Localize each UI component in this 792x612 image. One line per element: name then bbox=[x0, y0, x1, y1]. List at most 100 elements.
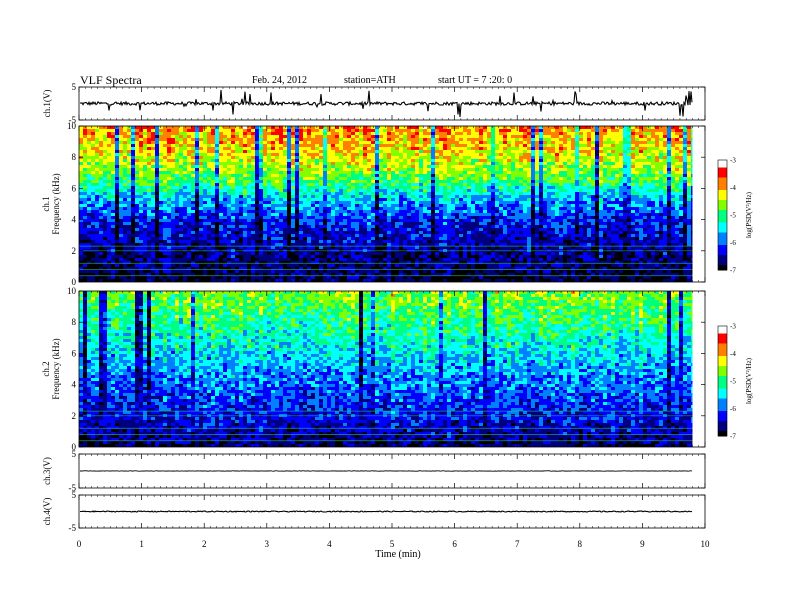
spectrogram-cell bbox=[211, 225, 215, 228]
spectrogram-cell bbox=[395, 147, 399, 150]
spectrogram-cell bbox=[347, 216, 351, 219]
spectrogram-cell bbox=[331, 267, 335, 270]
spectrogram-cell bbox=[323, 258, 327, 261]
spectrogram-cell bbox=[287, 189, 291, 192]
spectrogram-cell bbox=[243, 243, 247, 246]
spectrogram-cell bbox=[167, 273, 171, 276]
spectrogram-cell bbox=[303, 192, 307, 195]
spectrogram-cell bbox=[391, 147, 395, 150]
spectrogram-cell bbox=[231, 198, 235, 201]
spectrogram-cell bbox=[431, 171, 435, 174]
spectrogram-cell bbox=[303, 255, 307, 258]
spectrogram-cell bbox=[383, 183, 387, 186]
spectrogram-cell bbox=[267, 255, 271, 258]
spectrogram-cell bbox=[243, 228, 247, 231]
spectrogram-cell bbox=[159, 174, 163, 177]
spectrogram-cell bbox=[115, 195, 119, 198]
spectrogram-cell bbox=[399, 237, 403, 240]
spectrogram-cell bbox=[171, 192, 175, 195]
spectrogram-cell bbox=[443, 132, 447, 135]
spectrogram-cell bbox=[331, 276, 335, 279]
spectrogram-cell bbox=[191, 267, 195, 270]
spectrogram-cell bbox=[311, 159, 315, 162]
spectrogram-cell bbox=[351, 174, 355, 177]
spectrogram-cell bbox=[375, 177, 379, 180]
spectrogram-cell bbox=[187, 198, 191, 201]
spectrogram-cell bbox=[315, 147, 319, 150]
spectrogram-cell bbox=[423, 243, 427, 246]
spectrogram-cell bbox=[319, 258, 323, 261]
spectrogram-cell bbox=[283, 141, 287, 144]
spectrogram-cell bbox=[255, 216, 259, 219]
spectrogram-cell bbox=[335, 165, 339, 168]
spectrogram-cell bbox=[227, 192, 231, 195]
spectrogram-cell bbox=[283, 264, 287, 267]
spectrogram-cell bbox=[203, 219, 207, 222]
spectrogram-cell bbox=[263, 273, 267, 276]
spectrogram-cell bbox=[79, 228, 83, 231]
spectrogram-cell bbox=[235, 201, 239, 204]
spectrogram-cell bbox=[259, 162, 263, 165]
spectrogram-cell bbox=[347, 180, 351, 183]
spectrogram-cell bbox=[199, 225, 203, 228]
spectrogram-cell bbox=[243, 204, 247, 207]
spectrogram-cell bbox=[275, 237, 279, 240]
spectrogram-cell bbox=[251, 177, 255, 180]
spectrogram-cell bbox=[159, 189, 163, 192]
spectrogram-cell bbox=[335, 201, 339, 204]
spectrogram-cell bbox=[203, 132, 207, 135]
spectrogram-cell bbox=[439, 279, 443, 282]
spectrogram-cell bbox=[399, 192, 403, 195]
spectrogram-cell bbox=[195, 144, 199, 147]
spectrogram-cell bbox=[139, 171, 143, 174]
spectrogram-cell bbox=[203, 174, 207, 177]
spectrogram-cell bbox=[219, 183, 223, 186]
spectrogram-cell bbox=[439, 276, 443, 279]
spectrogram-cell bbox=[419, 174, 423, 177]
spectrogram-cell bbox=[79, 153, 83, 156]
spectrogram-cell bbox=[383, 264, 387, 267]
spectrogram-cell bbox=[383, 171, 387, 174]
spectrogram-cell bbox=[267, 177, 271, 180]
spectrogram-cell bbox=[423, 201, 427, 204]
spectrogram-cell bbox=[439, 126, 443, 129]
spectrogram-cell bbox=[211, 132, 215, 135]
spectrogram-cell bbox=[207, 135, 211, 138]
spectrogram-cell bbox=[175, 234, 179, 237]
spectrogram-cell bbox=[343, 204, 347, 207]
spectrogram-cell bbox=[147, 243, 151, 246]
spectrogram-cell bbox=[371, 210, 375, 213]
spectrogram-cell bbox=[319, 228, 323, 231]
spectrogram-cell bbox=[267, 132, 271, 135]
spectrogram-cell bbox=[151, 168, 155, 171]
spectrogram-cell bbox=[235, 237, 239, 240]
spectrogram-cell bbox=[135, 180, 139, 183]
spectrogram-cell bbox=[391, 219, 395, 222]
spectrogram-cell bbox=[319, 141, 323, 144]
spectrogram-cell bbox=[199, 150, 203, 153]
spectrogram-cell bbox=[111, 126, 115, 129]
spectrogram-cell bbox=[267, 171, 271, 174]
spectrogram-cell bbox=[439, 273, 443, 276]
spectrogram-cell bbox=[407, 156, 411, 159]
spectrogram-cell bbox=[191, 180, 195, 183]
spectrogram-cell bbox=[135, 261, 139, 264]
spectrogram-cell bbox=[243, 144, 247, 147]
spectrogram-cell bbox=[175, 138, 179, 141]
spectrogram-cell bbox=[223, 216, 227, 219]
spectrogram-cell bbox=[419, 183, 423, 186]
spectrogram-cell bbox=[303, 156, 307, 159]
spectrogram-cell bbox=[223, 237, 227, 240]
spectrogram-cell bbox=[415, 156, 419, 159]
spectrogram-cell bbox=[399, 138, 403, 141]
spectrogram-cell bbox=[131, 186, 135, 189]
spectrogram-cell bbox=[307, 198, 311, 201]
spectrogram-cell bbox=[247, 246, 251, 249]
spectrogram-cell bbox=[355, 213, 359, 216]
spectrogram-cell bbox=[331, 132, 335, 135]
spectrogram-cell bbox=[175, 153, 179, 156]
spectrogram-cell bbox=[99, 183, 103, 186]
spectrogram-cell bbox=[327, 159, 331, 162]
spectrogram-cell bbox=[383, 189, 387, 192]
spectrogram-cell bbox=[259, 216, 263, 219]
